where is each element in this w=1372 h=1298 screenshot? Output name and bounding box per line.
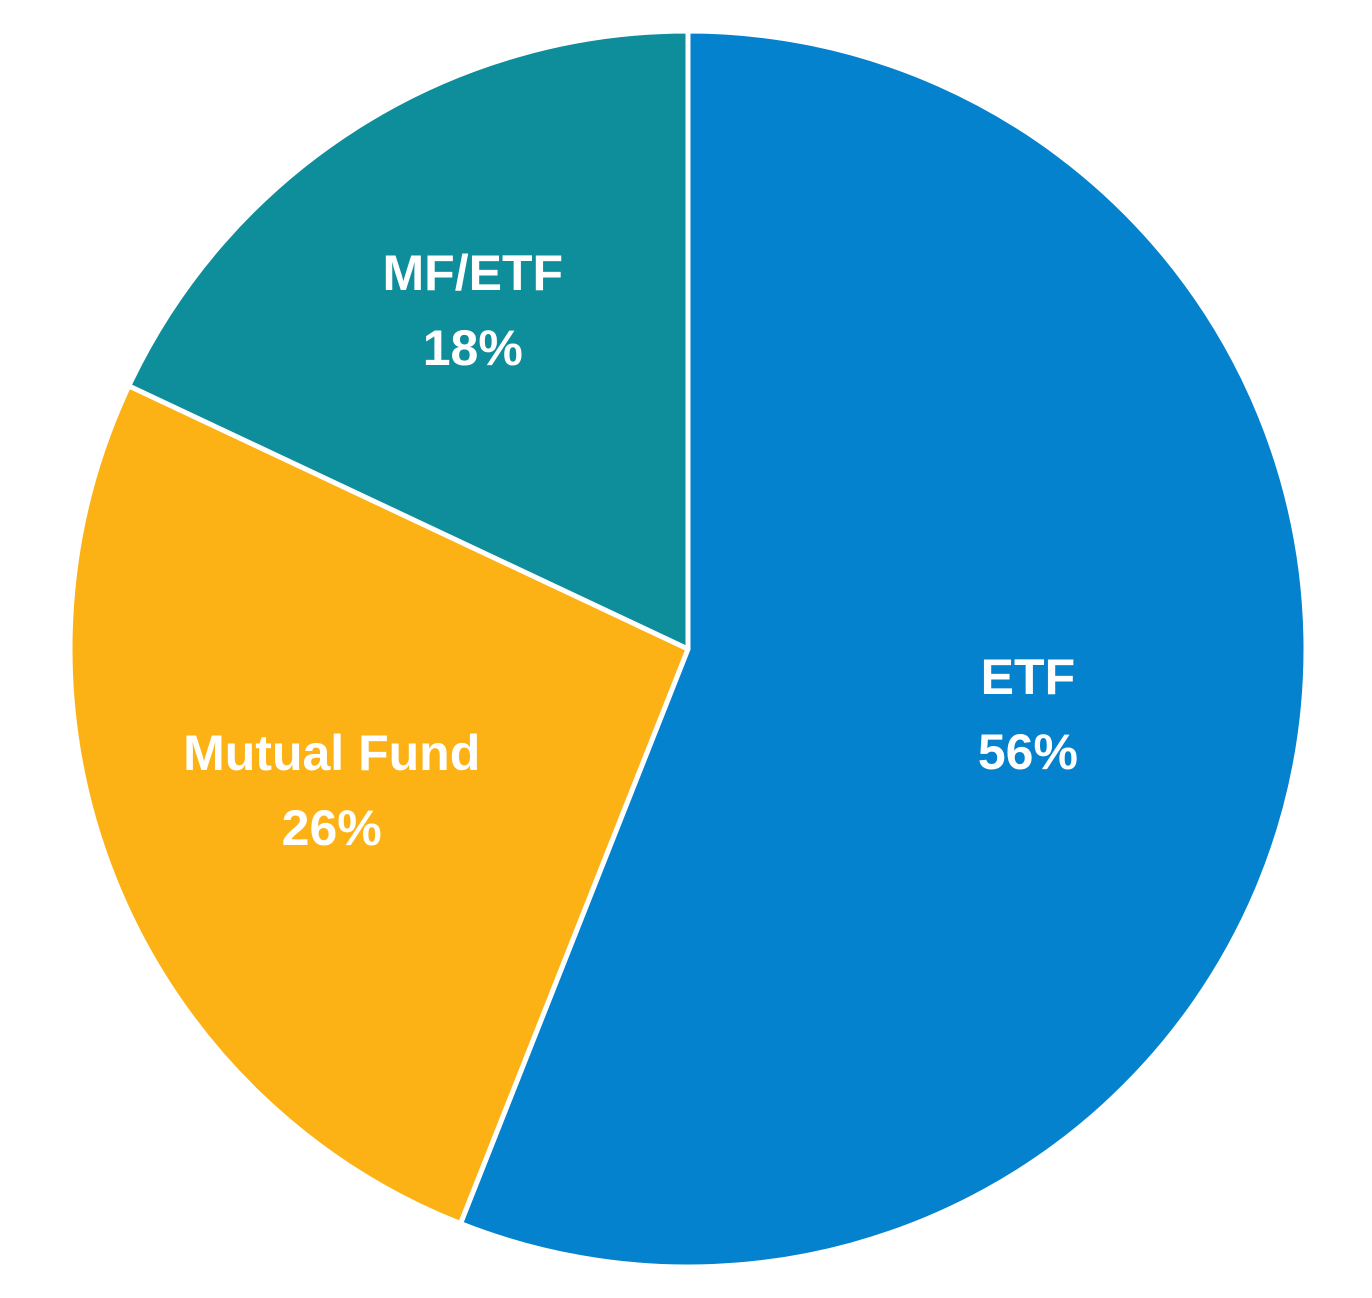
pie-slices-group: [67, 28, 1309, 1270]
pie-slice-mutual-fund: [67, 383, 691, 1227]
pie-slice-etf: [458, 28, 1309, 1270]
pie-slice-mf-etf: [126, 28, 691, 652]
